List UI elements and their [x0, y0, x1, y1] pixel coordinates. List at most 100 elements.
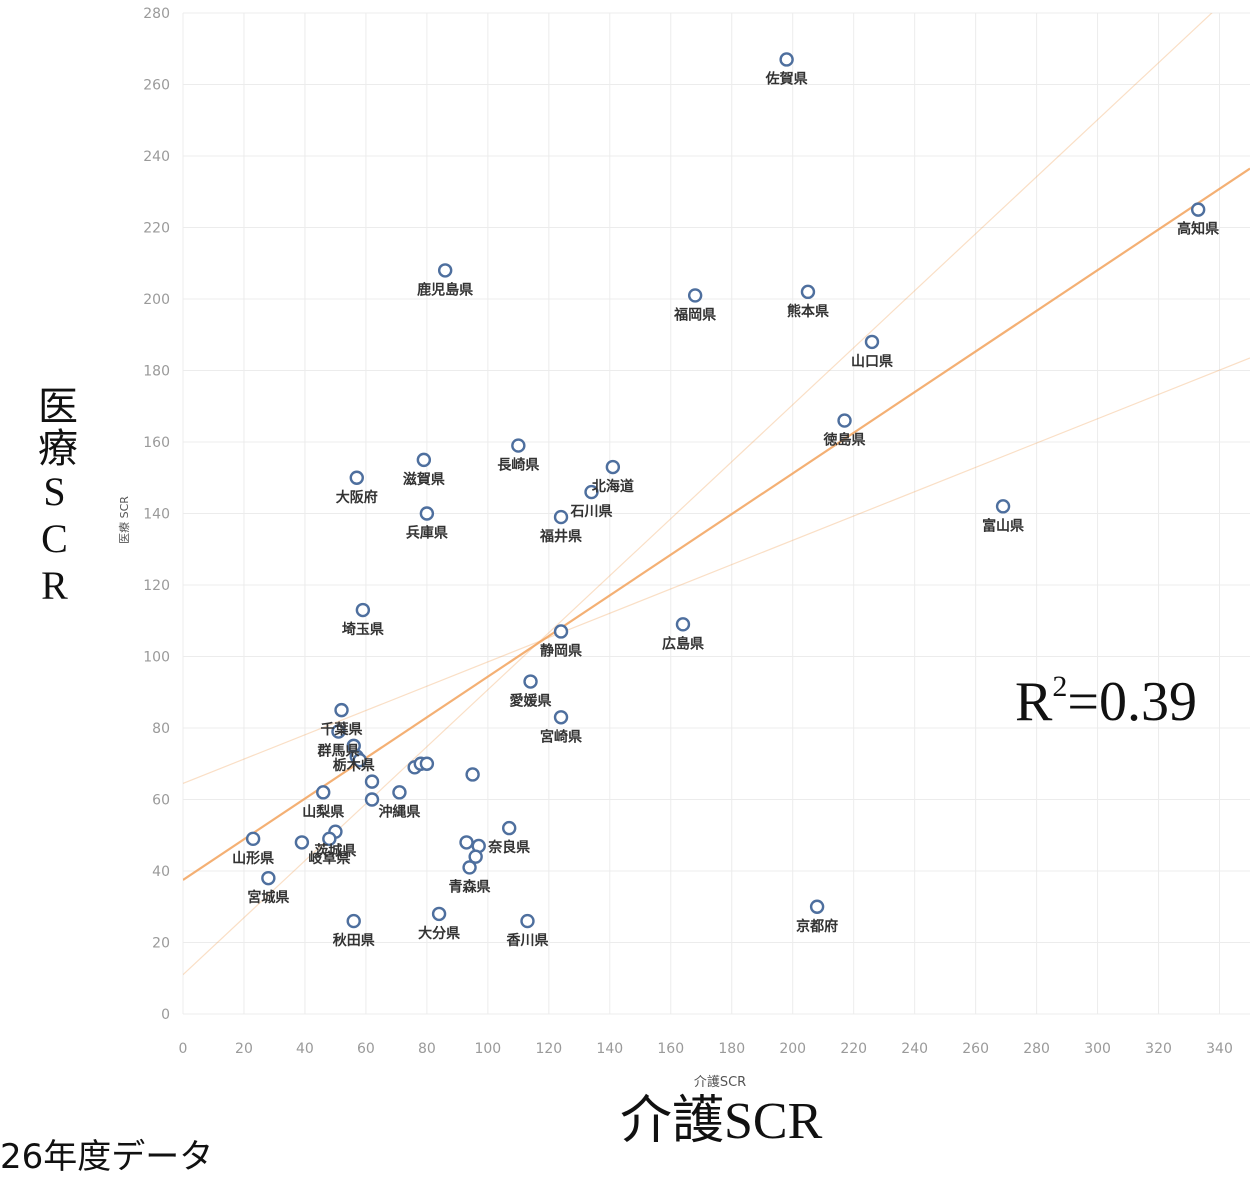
big-x-axis-title: 介護SCR	[620, 1093, 823, 1150]
data-point	[468, 849, 483, 864]
y-tick-label: 140	[143, 507, 170, 523]
data-point	[294, 835, 310, 850]
point-label: 広島県	[662, 635, 704, 652]
data-point	[419, 506, 435, 521]
x-tick-label: 20	[235, 1041, 253, 1057]
point-label: 青森県	[449, 878, 491, 895]
confidence-band-line	[183, 13, 1213, 976]
point-label: 滋賀県	[403, 471, 445, 488]
point-label: 石川県	[570, 504, 613, 520]
data-point	[392, 785, 407, 800]
point-label: 埼玉県	[342, 621, 384, 638]
data-point	[779, 52, 794, 67]
point-label: 鹿児島県	[416, 281, 473, 298]
point-label: 岐阜県	[308, 850, 350, 867]
data-point	[364, 774, 380, 789]
x-tick-label: 300	[1084, 1041, 1111, 1057]
data-point	[837, 413, 852, 428]
x-tick-label: 100	[474, 1041, 501, 1057]
point-label: 佐賀県	[765, 70, 808, 87]
y-tick-label: 100	[143, 650, 170, 666]
data-point	[1190, 202, 1206, 217]
y-tick-label: 0	[161, 1007, 170, 1023]
point-label: 熊本県	[787, 303, 829, 320]
data-point	[553, 710, 569, 725]
data-point	[553, 509, 569, 525]
x-tick-label: 180	[718, 1041, 745, 1057]
data-point	[864, 334, 880, 350]
data-point	[364, 792, 380, 807]
y-tick-label: 200	[143, 292, 170, 308]
point-label: 徳島県	[823, 432, 866, 449]
x-tick-label: 340	[1206, 1041, 1233, 1057]
x-tick-label: 140	[596, 1041, 623, 1057]
point-label: 山梨県	[302, 803, 344, 820]
data-point	[800, 284, 816, 300]
data-point	[523, 674, 538, 689]
data-points	[245, 52, 1206, 929]
x-tick-label: 220	[840, 1041, 867, 1057]
y-tick-label: 40	[152, 864, 170, 880]
point-label: 北海道	[592, 478, 634, 495]
y-tick-label: 80	[152, 721, 170, 737]
point-label: 栃木県	[333, 757, 375, 774]
r2-superscript: 2	[1052, 670, 1068, 703]
data-point	[245, 831, 261, 847]
data-point	[520, 913, 535, 929]
x-tick-label: 40	[296, 1041, 314, 1057]
data-point	[584, 484, 599, 500]
x-tick-label: 260	[962, 1041, 989, 1057]
point-label: 茨城県	[314, 843, 356, 860]
data-point	[675, 617, 691, 632]
r2-prefix: R	[1015, 671, 1053, 733]
y-tick-label: 180	[143, 364, 170, 380]
point-label: 長崎県	[497, 457, 539, 474]
point-label: 兵庫県	[406, 525, 448, 542]
point-label: 愛媛県	[510, 693, 552, 710]
data-point	[459, 835, 474, 850]
point-label: 富山県	[982, 517, 1024, 534]
data-point	[352, 752, 368, 768]
x-axis-ticks: 0 20 40 60 80 100 120 140 160 180 200 220 240 260 280 3…	[179, 1041, 1233, 1057]
big-y-axis-title: 医療SCR	[32, 385, 77, 610]
data-point	[322, 831, 337, 847]
r-squared-annotation: R2=0.39	[1015, 670, 1197, 733]
data-point	[331, 724, 346, 739]
data-point	[809, 899, 825, 914]
point-label: 宮城県	[247, 889, 289, 906]
x-tick-label: 320	[1145, 1041, 1172, 1057]
x-tick-label: 0	[179, 1041, 188, 1057]
point-label: 福岡県	[673, 306, 716, 323]
data-point	[437, 263, 453, 278]
y-axis-label: 医療 SCR	[117, 496, 131, 544]
data-point	[355, 602, 371, 618]
data-point	[431, 906, 447, 922]
point-label: 沖縄県	[378, 803, 420, 820]
x-tick-label: 80	[418, 1041, 436, 1057]
y-tick-label: 280	[143, 6, 170, 22]
point-label: 宮崎県	[540, 728, 582, 745]
x-tick-label: 160	[657, 1041, 684, 1057]
data-point	[465, 767, 480, 782]
y-tick-label: 220	[143, 221, 170, 237]
point-label: 山形県	[232, 850, 274, 867]
data-point	[687, 288, 703, 303]
x-tick-label: 200	[779, 1041, 806, 1057]
trend-lines	[183, 13, 1250, 976]
r2-value: =0.39	[1067, 671, 1197, 733]
point-label: 山口県	[851, 354, 893, 370]
data-point	[334, 702, 349, 718]
point-label: 静岡県	[540, 642, 582, 659]
point-label: 秋田県	[333, 932, 375, 949]
data-point	[261, 870, 276, 886]
data-point	[462, 860, 477, 875]
y-axis-ticks: 0 20 40 60 80 100 120 140 160 180 200 220 240 260 280	[143, 6, 170, 1023]
data-point	[501, 820, 517, 836]
point-label: 高知県	[1177, 221, 1219, 238]
data-point	[419, 756, 435, 771]
point-label: 香川県	[505, 932, 548, 949]
x-axis-label: 介護SCR	[694, 1074, 746, 1090]
data-point	[995, 499, 1011, 514]
